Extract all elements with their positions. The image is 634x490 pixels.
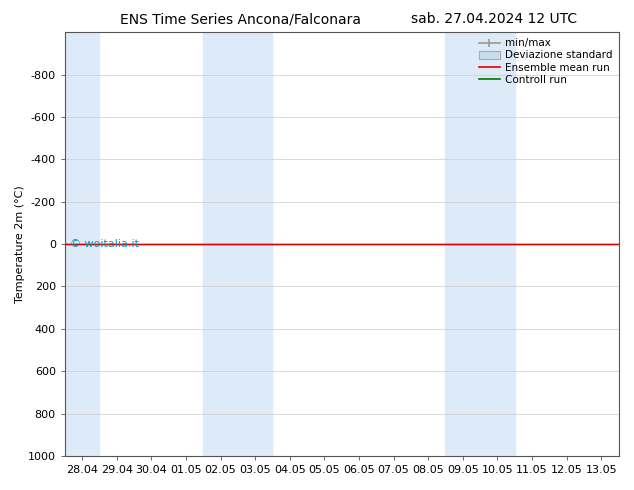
Text: sab. 27.04.2024 12 UTC: sab. 27.04.2024 12 UTC bbox=[411, 12, 578, 26]
Y-axis label: Temperature 2m (°C): Temperature 2m (°C) bbox=[15, 185, 25, 303]
Bar bbox=[65, 32, 100, 456]
Text: © woitalia.it: © woitalia.it bbox=[70, 239, 139, 249]
Text: ENS Time Series Ancona/Falconara: ENS Time Series Ancona/Falconara bbox=[120, 12, 361, 26]
Bar bbox=[204, 32, 273, 456]
Bar bbox=[446, 32, 515, 456]
Legend: min/max, Deviazione standard, Ensemble mean run, Controll run: min/max, Deviazione standard, Ensemble m… bbox=[476, 35, 616, 88]
